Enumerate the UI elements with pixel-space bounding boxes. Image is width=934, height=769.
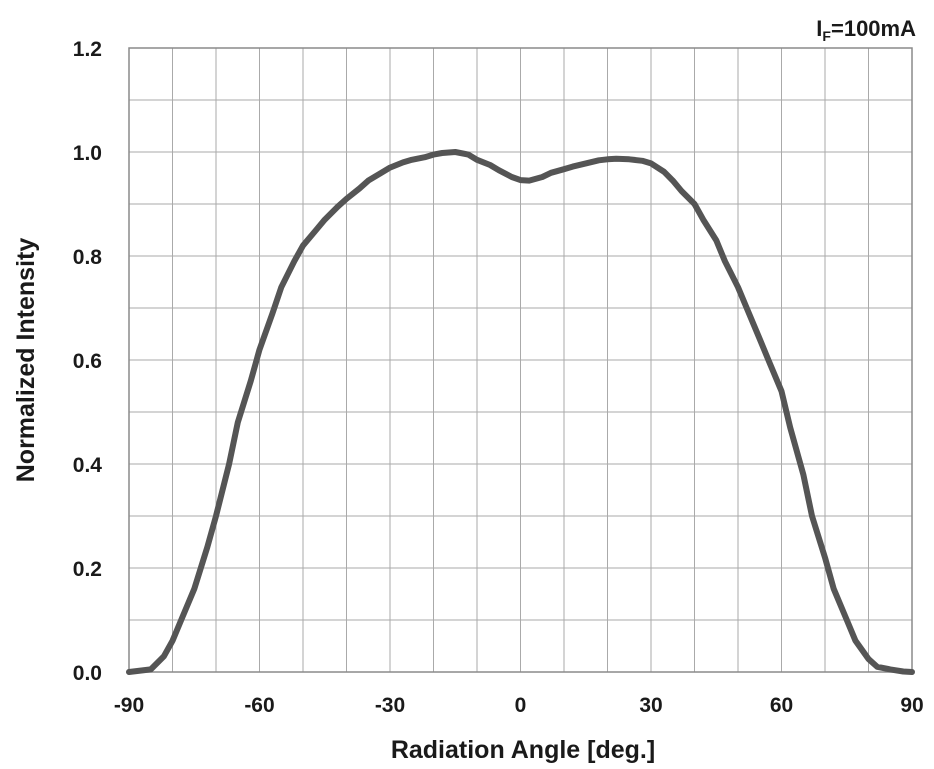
y-axis-label: Normalized Intensity — [12, 238, 40, 483]
x-tick-label: -30 — [375, 694, 405, 717]
y-tick-label: 1.2 — [73, 38, 102, 61]
grid-lines — [129, 48, 912, 672]
plot-frame — [128, 47, 913, 673]
condition-label-subscript: F — [822, 28, 831, 44]
y-tick-label: 0.4 — [73, 454, 103, 477]
intensity-curve — [126, 149, 915, 675]
condition-label-value: =100mA — [831, 16, 916, 41]
x-axis-ticks: -90 -60 -30 0 30 60 90 — [114, 694, 924, 717]
x-tick-label: -60 — [244, 694, 274, 717]
y-axis-ticks: 0.0 0.2 0.4 0.6 0.8 1.0 1.2 — [73, 38, 103, 685]
y-tick-label: 0.0 — [73, 662, 102, 685]
y-tick-label: 0.8 — [73, 246, 103, 269]
y-tick-label: 0.6 — [73, 350, 102, 373]
x-tick-label: 30 — [639, 694, 662, 717]
x-tick-label: 0 — [515, 694, 527, 717]
condition-label-main: I — [816, 16, 822, 41]
y-tick-label: 0.2 — [73, 558, 102, 581]
condition-label: IF=100mA — [816, 16, 916, 44]
x-tick-label: 60 — [770, 694, 793, 717]
y-tick-label: 1.0 — [73, 142, 102, 165]
x-axis-label: Radiation Angle [deg.] — [391, 736, 655, 764]
x-tick-label: 90 — [900, 694, 923, 717]
x-tick-label: -90 — [114, 694, 144, 717]
